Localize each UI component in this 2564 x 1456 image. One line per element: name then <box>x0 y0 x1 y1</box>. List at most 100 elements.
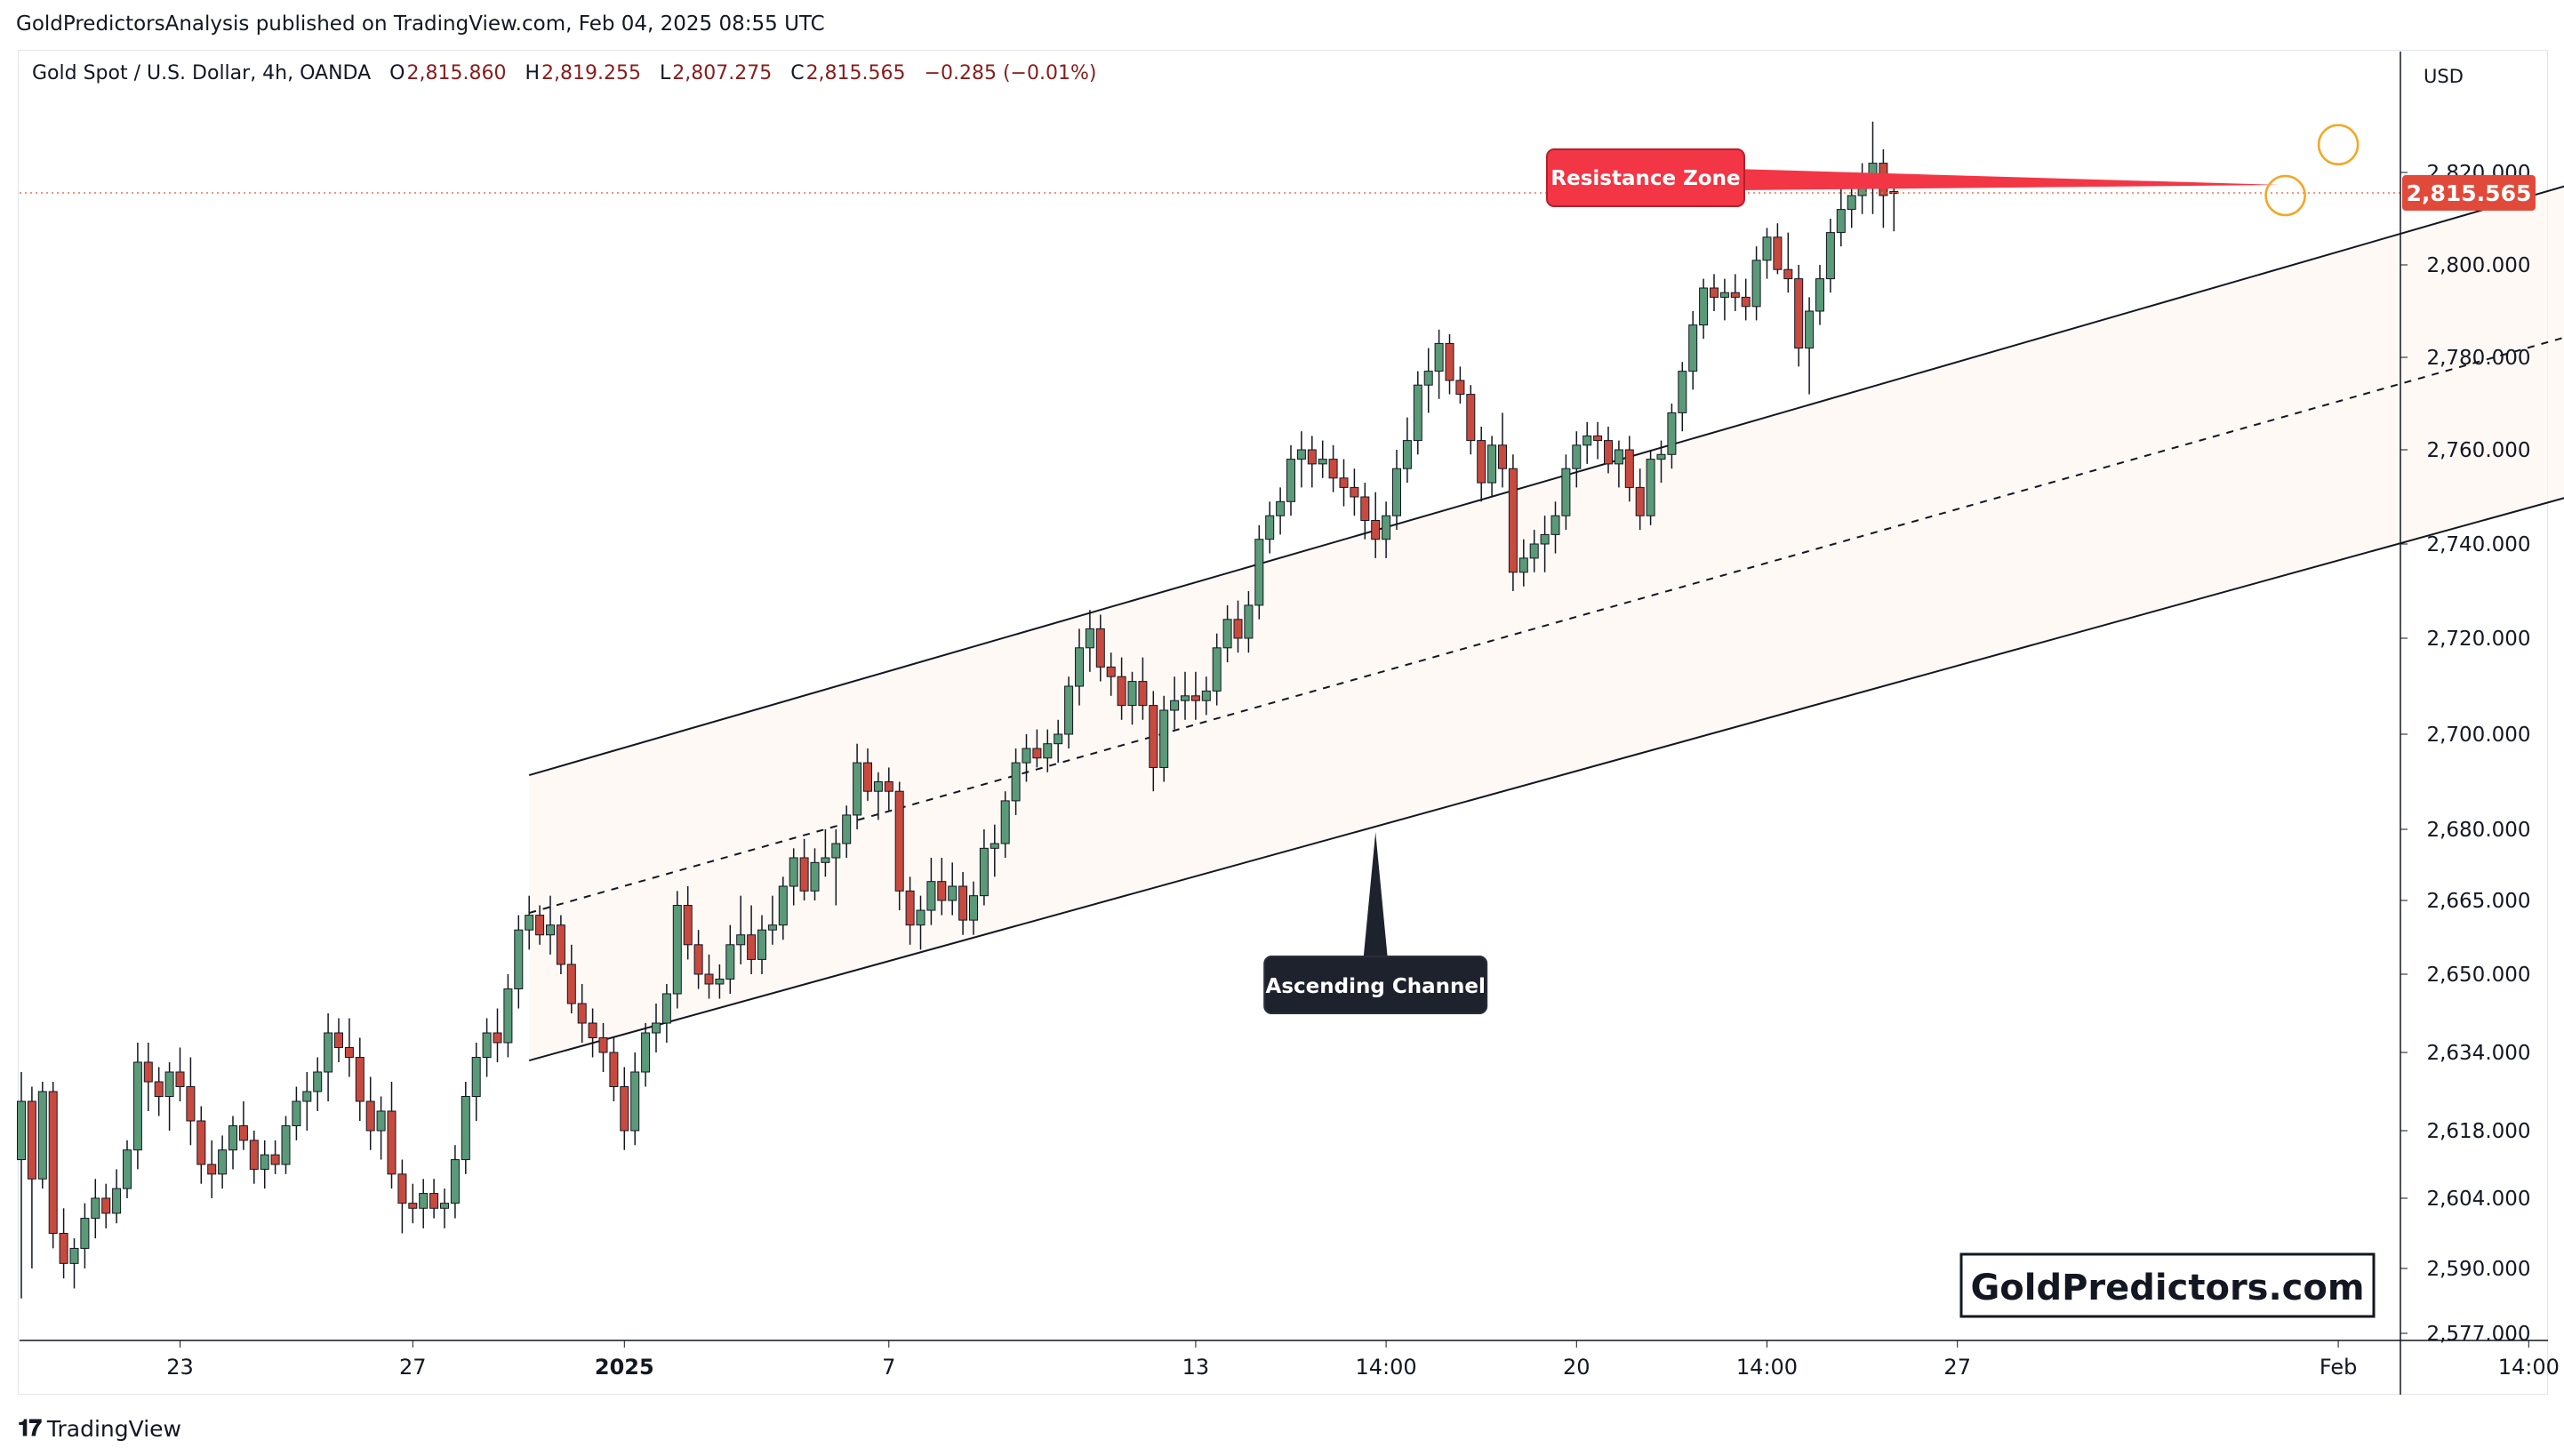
candle-body <box>853 762 862 816</box>
tradingview-footer[interactable]: 𝟏𝟕 TradingView <box>18 1415 181 1443</box>
candle-body <box>1762 236 1772 261</box>
candle-body <box>80 1218 90 1249</box>
candle-body <box>450 1159 460 1204</box>
currency-selector[interactable]: USD <box>2424 66 2464 87</box>
candle-body <box>1159 709 1169 768</box>
candle-body <box>926 881 936 911</box>
candle-body <box>1710 287 1719 298</box>
candle-body <box>1276 500 1286 516</box>
candle-body <box>546 924 555 936</box>
chart-frame <box>18 50 2548 1395</box>
resistance-zone-callout[interactable]: Resistance Zone <box>1546 148 2280 207</box>
candle-body <box>164 1071 174 1097</box>
candle-body <box>1825 232 1835 280</box>
candle-body <box>281 1125 291 1165</box>
price-tick-label: 2,577.000 <box>2426 1323 2530 1346</box>
price-tick-label: 2,680.000 <box>2426 819 2530 842</box>
candle-body <box>112 1188 122 1214</box>
candle-body <box>916 909 925 926</box>
candle-body <box>186 1086 196 1122</box>
candle-body <box>1339 477 1349 488</box>
candle-body <box>1604 440 1613 465</box>
time-tick-label: 2025 <box>595 1355 654 1380</box>
candle-body <box>27 1100 36 1180</box>
candle-body <box>810 861 820 892</box>
candle-body <box>408 1203 418 1209</box>
channel-box <box>1263 956 1488 1014</box>
candle-body <box>59 1233 68 1264</box>
candle-body <box>1106 666 1116 677</box>
price-tick-label: 2,618.000 <box>2426 1120 2530 1143</box>
candle-body <box>863 762 872 792</box>
publisher-line: GoldPredictorsAnalysis published on Trad… <box>16 12 825 36</box>
candle-body <box>302 1091 312 1102</box>
candle-body <box>196 1120 206 1165</box>
candle-body <box>873 781 883 792</box>
candle-body <box>1477 440 1486 484</box>
candle-body <box>207 1164 217 1175</box>
time-tick-label: 14:00 <box>1736 1355 1798 1380</box>
candle-body <box>1836 209 1846 234</box>
candle-body <box>1371 520 1381 540</box>
candle-body <box>884 781 893 792</box>
candle-body <box>969 895 978 921</box>
candle-body <box>525 915 534 931</box>
candle-body <box>365 1100 375 1132</box>
candle-body <box>1646 459 1655 516</box>
candle-body <box>799 857 809 892</box>
tradingview-logo-icon: 𝟏𝟕 <box>18 1415 42 1442</box>
candle-body <box>228 1125 237 1151</box>
channel-pointer <box>1363 832 1389 962</box>
price-tick-label: 2,604.000 <box>2426 1188 2530 1211</box>
candle-body <box>789 857 798 887</box>
candle-body <box>620 1086 629 1132</box>
candle-body <box>1498 444 1507 469</box>
candle-body <box>249 1140 259 1170</box>
time-tick-label: 14:00 <box>2498 1355 2560 1380</box>
ascending-channel-callout[interactable]: Ascending Channel <box>1263 832 1488 1014</box>
candle-body <box>1318 459 1327 465</box>
candle-body <box>1296 449 1306 460</box>
low-value: 2,807.275 <box>672 62 773 84</box>
candle-body <box>260 1154 269 1170</box>
price-tick-label: 2,740.000 <box>2426 533 2530 556</box>
resistance-label: Resistance Zone <box>1550 167 1740 190</box>
price-tick-label: 2,665.000 <box>2426 890 2530 913</box>
candle-body <box>1011 762 1021 802</box>
candle-body <box>979 847 989 897</box>
candle-body <box>990 843 999 849</box>
candle-body <box>725 944 735 980</box>
candle-body <box>344 1047 354 1058</box>
candle-body <box>842 814 852 844</box>
candle-body <box>1117 676 1126 707</box>
candle-body <box>132 1061 142 1151</box>
price-axis[interactable]: 2,577.000 2,590.000 2,604.000 2,618.000 2,63… <box>2400 52 2531 1395</box>
watermark-box <box>1959 1252 2376 1318</box>
price-tick-label: 2,800.000 <box>2426 254 2530 277</box>
candle-body <box>376 1110 386 1132</box>
candle-body <box>175 1071 185 1087</box>
candle-body <box>1233 619 1243 639</box>
candle-body <box>736 934 746 946</box>
candle-body <box>1222 619 1232 649</box>
time-tick-label: 20 <box>1563 1355 1590 1380</box>
candle-body <box>48 1091 58 1234</box>
candle-body <box>270 1154 280 1165</box>
candle-body <box>630 1071 640 1132</box>
candle-body <box>1434 342 1444 372</box>
candle-body <box>767 924 777 931</box>
open-label: O <box>389 62 405 84</box>
candle-body <box>1085 628 1094 649</box>
candle-body <box>1624 449 1634 488</box>
candle-body <box>1286 459 1295 502</box>
candle-body <box>1382 515 1391 540</box>
symbol-title: Gold Spot / U.S. Dollar, 4h, OANDA <box>32 62 372 84</box>
candle-body <box>461 1096 470 1161</box>
candle-body <box>482 1032 492 1058</box>
candle-body <box>1445 342 1454 381</box>
candle-body <box>101 1197 111 1214</box>
time-tick-label: Feb <box>2320 1355 2358 1380</box>
candle-body <box>693 944 703 975</box>
